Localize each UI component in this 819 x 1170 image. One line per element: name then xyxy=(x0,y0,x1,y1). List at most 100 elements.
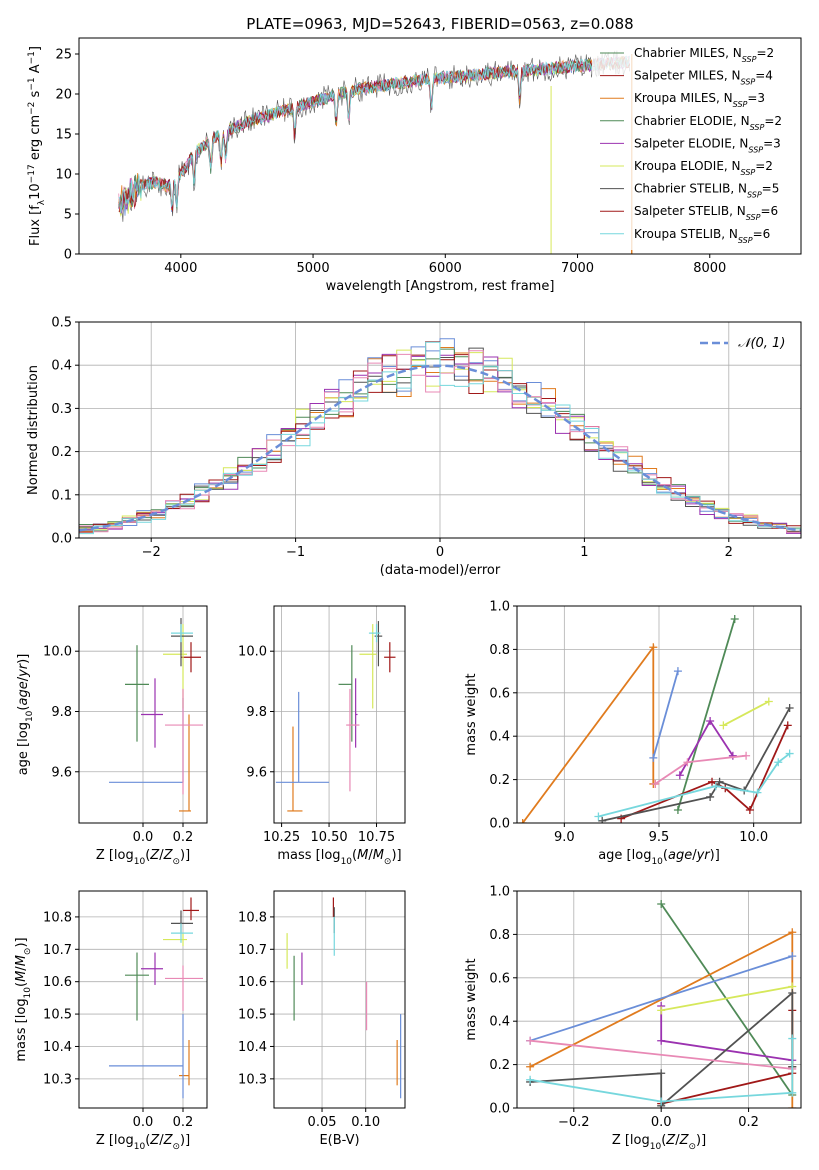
y-tick-label: 0.8 xyxy=(489,928,510,943)
label-part: age xyxy=(668,848,692,863)
weight-line-5 xyxy=(722,700,770,727)
legend-label: Kroupa ELODIE, NSSP=2 xyxy=(634,159,773,177)
weight-marker-6 xyxy=(715,777,724,786)
label-part: age xyxy=(16,681,31,705)
label-part: Z xyxy=(665,1133,676,1148)
chart-6: 0.05 0.10 10.3 10.4 10.5 10.6 10.7 10.8 E(B-V) xyxy=(238,890,406,1148)
weight-marker-8 xyxy=(788,1088,797,1097)
legend-suffix: =5 xyxy=(762,182,780,196)
weight-marker-7 xyxy=(742,751,751,760)
x-tick-label: 10.75 xyxy=(358,830,395,845)
label-part: 10 xyxy=(134,857,146,867)
weight-marker-3 xyxy=(649,753,658,762)
y-tick-label: 10.0 xyxy=(43,645,72,660)
y-tick-label: 0.2 xyxy=(51,445,72,460)
y-tick-label: 0.6 xyxy=(489,971,510,986)
label-part: ( xyxy=(16,706,31,711)
plot-area xyxy=(118,50,633,254)
chart-0: 4000 5000 6000 7000 8000 0 5 10 15 20 25 wavelength… xyxy=(27,37,802,294)
label-part: / xyxy=(16,676,31,681)
legend-name: Chabrier MILES, N xyxy=(634,46,742,60)
y-tick-label: 5 xyxy=(64,208,72,223)
y-tick-label: 0.4 xyxy=(51,359,72,374)
x-tick-label: 9.5 xyxy=(649,830,670,845)
y-tick-label: 9.6 xyxy=(246,765,267,780)
y-tick-label: 0.6 xyxy=(489,686,510,701)
weight-marker-6 xyxy=(706,792,715,801)
label-part: mass [log xyxy=(14,998,29,1061)
weight-marker-8 xyxy=(594,812,603,821)
y-tick-label: 10.6 xyxy=(43,975,72,990)
legend-suffix: =2 xyxy=(764,114,782,128)
x-tick-label: −2 xyxy=(142,545,161,560)
label-part: ( xyxy=(663,848,668,863)
label-part: ( xyxy=(145,1133,150,1148)
weight-line-3 xyxy=(529,955,793,1042)
y-axis-label: age [log10(age/yr)] xyxy=(16,654,35,776)
label-part: / xyxy=(159,1133,164,1148)
y-tick-label: 1.0 xyxy=(489,885,510,900)
x-tick-label: 0.0 xyxy=(133,1115,154,1130)
label-part: Z xyxy=(679,1133,690,1148)
y-tick-label: 10.3 xyxy=(43,1072,72,1087)
legend-label: Chabrier STELIB, NSSP=5 xyxy=(634,182,779,200)
label-part: age [log xyxy=(598,848,651,863)
y-tick-label: 10 xyxy=(55,168,72,183)
legend-label: 𝒩(0, 1) xyxy=(738,336,785,351)
label-part: wavelength [Angstrom, rest frame] xyxy=(326,279,555,294)
x-tick-label: 5000 xyxy=(297,261,330,276)
legend-suffix: =6 xyxy=(760,204,778,218)
legend-label: Kroupa STELIB, NSSP=6 xyxy=(634,227,770,245)
legend-label: Chabrier ELODIE, NSSP=2 xyxy=(634,114,782,132)
plot-area xyxy=(526,900,797,1108)
x-tick-label: 8000 xyxy=(693,261,726,276)
spectrum-series-1 xyxy=(118,56,630,213)
chart-7: −0.2 0.0 0.20.00.20.40.60.81.0Z [log10(Z/Z… xyxy=(464,885,802,1152)
label-part: 10 xyxy=(28,183,43,200)
y-tick-label: 0.2 xyxy=(489,1058,510,1073)
spectrum-series-7 xyxy=(118,55,630,210)
x-tick-label: 0.2 xyxy=(173,830,194,845)
legend-label: Salpeter STELIB, NSSP=6 xyxy=(634,204,778,222)
legend-suffix: =6 xyxy=(753,227,771,241)
weight-marker-2 xyxy=(649,643,658,652)
weight-marker-6 xyxy=(788,988,797,997)
label-part: / xyxy=(14,966,29,971)
y-tick-label: 10.4 xyxy=(43,1040,72,1055)
legend-suffix: =3 xyxy=(763,136,781,150)
weight-marker-0 xyxy=(730,615,739,624)
figure-title: PLATE=0963, MJD=52643, FIBERID=0563, z=0… xyxy=(246,15,633,33)
weight-marker-5 xyxy=(719,721,728,730)
x-axis-label: Z [log10(Z/Z⊙)] xyxy=(612,1133,706,1152)
weight-marker-1 xyxy=(783,721,792,730)
y-tick-label: 10.5 xyxy=(43,1008,72,1023)
y-tick-label: 1.0 xyxy=(489,600,510,615)
spectrum-series-6 xyxy=(118,50,630,222)
label-part: −1 xyxy=(27,51,37,64)
x-tick-label: 7000 xyxy=(561,261,594,276)
label-part: ⊙ xyxy=(172,1142,180,1152)
weight-marker-2 xyxy=(788,1104,797,1108)
plot-area xyxy=(109,618,203,812)
label-part: Normed distribution xyxy=(26,365,41,495)
label-part: mass weight xyxy=(464,673,479,755)
y-tick-label: 0.1 xyxy=(51,488,72,503)
weight-marker-5 xyxy=(764,697,773,706)
label-part: ( xyxy=(14,982,29,987)
weight-line-8 xyxy=(529,1038,794,1103)
label-part: A xyxy=(28,64,43,77)
x-axis-label: age [log10(age/yr)] xyxy=(598,848,720,867)
label-part: ] xyxy=(28,46,43,51)
x-axis-label: Z [log10(Z/Z⊙)] xyxy=(96,848,190,867)
legend-suffix: =2 xyxy=(755,159,773,173)
label-part: )] xyxy=(180,848,190,863)
weight-marker-8 xyxy=(774,758,783,767)
label-part: 10 xyxy=(650,1142,662,1152)
y-tick-label: 25 xyxy=(55,48,72,63)
label-part: )] xyxy=(710,848,720,863)
label-part: erg cm xyxy=(28,115,43,164)
axes-border xyxy=(273,605,406,824)
label-part: ( xyxy=(661,1133,666,1148)
